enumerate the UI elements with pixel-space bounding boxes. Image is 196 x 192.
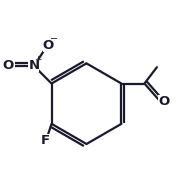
Text: F: F — [41, 134, 50, 147]
Text: O: O — [158, 95, 169, 108]
Text: N: N — [28, 59, 39, 72]
Text: O: O — [2, 59, 14, 72]
Text: +: + — [34, 55, 42, 64]
Text: O: O — [43, 39, 54, 52]
Text: −: − — [50, 34, 58, 44]
